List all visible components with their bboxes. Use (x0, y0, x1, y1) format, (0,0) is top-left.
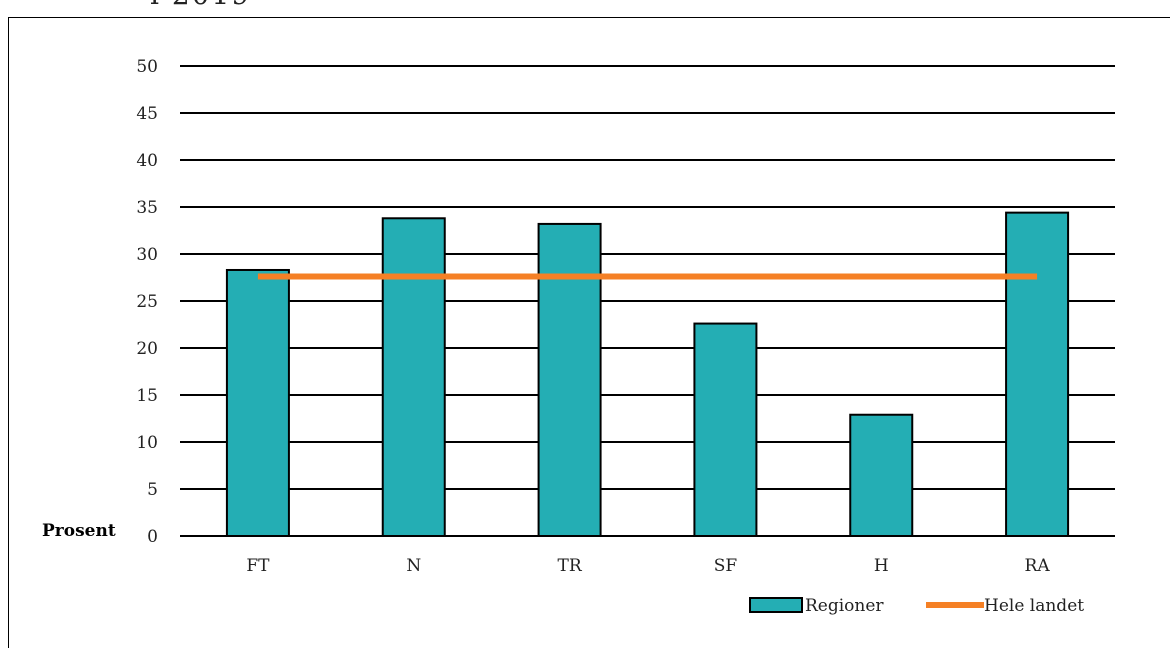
bar-tr (537, 222, 602, 537)
x-tick-label-sf: SF (714, 556, 738, 576)
y-axis-title: Prosent (42, 521, 116, 541)
bar-n (381, 217, 446, 537)
y-tick-label: 35 (136, 198, 158, 218)
x-axis-tick-labels: FT N TR SF H RA (246, 556, 1050, 576)
legend-label-regioner: Regioner (805, 596, 884, 616)
x-tick-label-n: N (406, 556, 421, 576)
legend: Regioner Hele landet (749, 596, 1084, 616)
y-tick-label: 25 (136, 292, 158, 312)
legend-swatch-regioner (749, 597, 803, 613)
x-tick-label-h: H (874, 556, 889, 576)
legend-label-hele-landet: Hele landet (984, 596, 1084, 616)
bar-h (849, 413, 914, 537)
bar-series (225, 211, 1070, 537)
y-tick-label: 15 (136, 386, 158, 406)
y-tick-label: 10 (136, 433, 158, 453)
y-tick-label: 40 (136, 151, 158, 171)
y-tick-label: 5 (147, 480, 158, 500)
y-tick-label: 50 (136, 57, 158, 77)
bar-ft (225, 268, 290, 537)
y-tick-label: 0 (147, 527, 158, 547)
y-tick-label: 20 (136, 339, 158, 359)
x-tick-label-ft: FT (246, 556, 270, 576)
y-tick-label: 45 (136, 104, 158, 124)
y-tick-label: 30 (136, 245, 158, 265)
chart-frame (8, 17, 1170, 648)
bar-ra (1005, 211, 1070, 537)
x-tick-label-ra: RA (1025, 556, 1051, 576)
bar-sf (693, 322, 758, 537)
grid-lines (180, 65, 1115, 537)
x-tick-label-tr: TR (558, 556, 583, 576)
header-fragment: i 2019 (150, 0, 251, 11)
y-axis-tick-labels: 0 5 10 15 20 25 30 35 40 45 50 (136, 57, 158, 547)
